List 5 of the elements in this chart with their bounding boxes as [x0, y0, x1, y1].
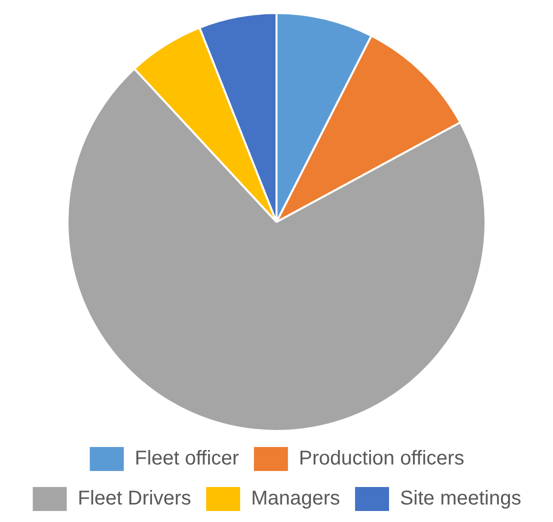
legend-label: Site meetings	[400, 488, 522, 510]
legend-label: Managers	[251, 488, 340, 510]
legend-label: Production officers	[298, 448, 464, 470]
legend-label: Fleet Drivers	[78, 488, 192, 510]
legend-label: Fleet officer	[134, 448, 240, 470]
